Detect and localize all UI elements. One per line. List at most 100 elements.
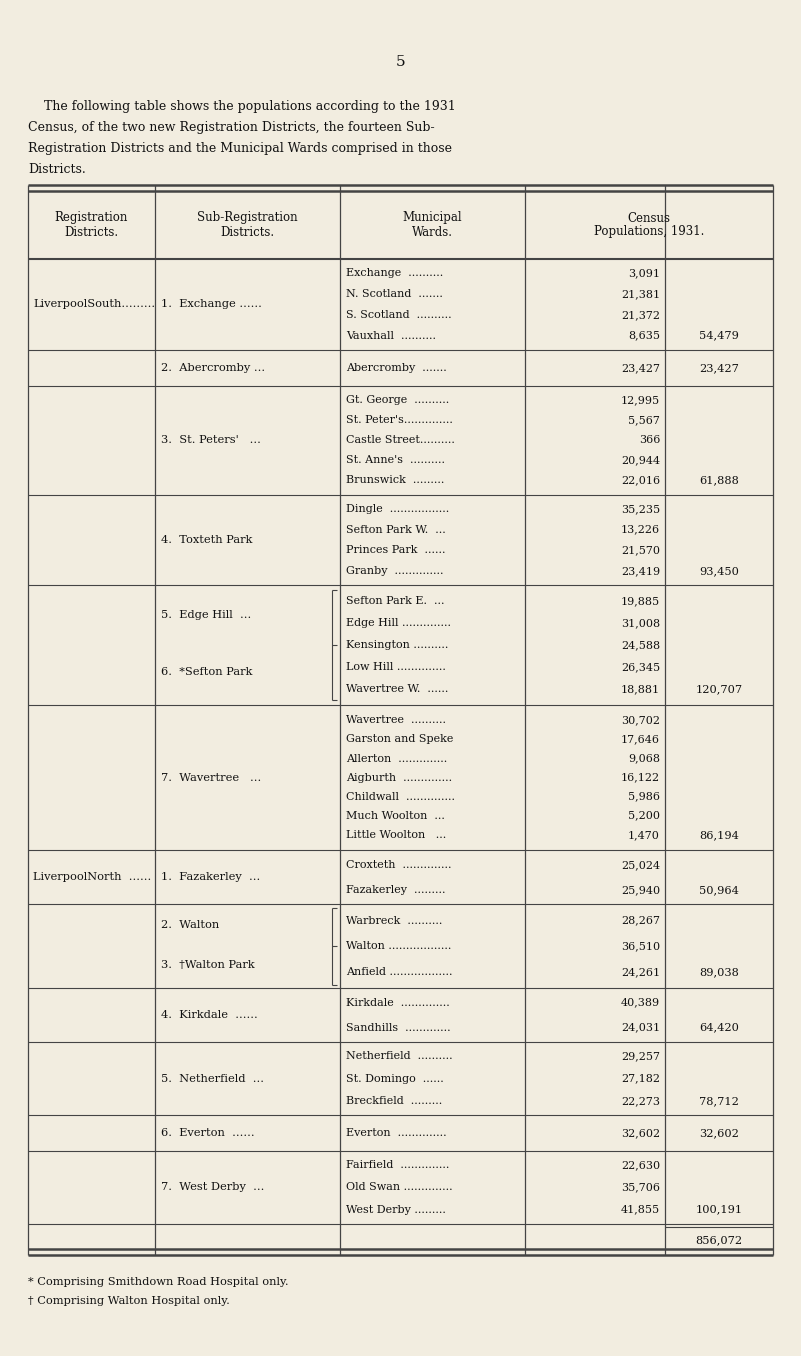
Text: 25,940: 25,940 <box>621 885 660 895</box>
Text: 22,016: 22,016 <box>621 476 660 485</box>
Text: 25,024: 25,024 <box>621 860 660 869</box>
Text: 35,706: 35,706 <box>621 1182 660 1192</box>
Text: Census, of the two new Registration Districts, the fourteen Sub-: Census, of the two new Registration Dist… <box>28 121 435 134</box>
Text: Low Hill ..............: Low Hill .............. <box>346 662 446 673</box>
Text: Castle Street..........: Castle Street.......... <box>346 435 455 445</box>
Text: 20,944: 20,944 <box>621 456 660 465</box>
Text: 5,200: 5,200 <box>628 811 660 820</box>
Text: 5,986: 5,986 <box>628 792 660 801</box>
Text: 27,182: 27,182 <box>621 1074 660 1083</box>
Text: 36,510: 36,510 <box>621 941 660 951</box>
Text: Garston and Speke: Garston and Speke <box>346 735 453 744</box>
Text: Fazakerley  .........: Fazakerley ......... <box>346 885 445 895</box>
Text: 2.  Walton: 2. Walton <box>161 921 219 930</box>
Text: * Comprising Smithdown Road Hospital only.: * Comprising Smithdown Road Hospital onl… <box>28 1277 288 1287</box>
Text: Registration Districts and the Municipal Wards comprised in those: Registration Districts and the Municipal… <box>28 142 452 155</box>
Text: 4.  Toxteth Park: 4. Toxteth Park <box>161 536 252 545</box>
Text: Croxteth  ..............: Croxteth .............. <box>346 860 452 869</box>
Text: Walton ..................: Walton .................. <box>346 941 452 951</box>
Text: The following table shows the populations according to the 1931: The following table shows the population… <box>28 100 456 113</box>
Text: 17,646: 17,646 <box>621 735 660 744</box>
Text: Sefton Park E.  ...: Sefton Park E. ... <box>346 597 445 606</box>
Text: Wavertree  ..........: Wavertree .......... <box>346 716 446 725</box>
Text: 24,031: 24,031 <box>621 1022 660 1033</box>
Text: 6.  *Sefton Park: 6. *Sefton Park <box>161 667 252 677</box>
Text: Fairfield  ..............: Fairfield .............. <box>346 1161 449 1170</box>
Text: 3.  †Walton Park: 3. †Walton Park <box>161 960 255 970</box>
Text: 19,885: 19,885 <box>621 597 660 606</box>
Text: 16,122: 16,122 <box>621 773 660 782</box>
Text: Populations, 1931.: Populations, 1931. <box>594 225 704 239</box>
Text: 4.  Kirkdale  ......: 4. Kirkdale ...... <box>161 1010 258 1020</box>
Text: Brunswick  .........: Brunswick ......... <box>346 476 445 485</box>
Text: 22,630: 22,630 <box>621 1161 660 1170</box>
Text: Wards.: Wards. <box>412 225 453 239</box>
Text: 40,389: 40,389 <box>621 998 660 1008</box>
Text: N. Scotland  .......: N. Scotland ....... <box>346 289 443 298</box>
Text: 29,257: 29,257 <box>621 1051 660 1062</box>
Text: 5.  Netherfield  ...: 5. Netherfield ... <box>161 1074 264 1083</box>
Text: 24,588: 24,588 <box>621 640 660 651</box>
Text: Exchange  ..........: Exchange .......... <box>346 268 443 278</box>
Text: 21,381: 21,381 <box>621 289 660 298</box>
Text: Wavertree W.  ......: Wavertree W. ...... <box>346 685 449 694</box>
Text: 64,420: 64,420 <box>699 1022 739 1033</box>
Text: Districts.: Districts. <box>28 163 86 176</box>
Text: 366: 366 <box>638 435 660 445</box>
Text: 86,194: 86,194 <box>699 830 739 839</box>
Text: Princes Park  ......: Princes Park ...... <box>346 545 445 556</box>
Text: St. Domingo  ......: St. Domingo ...... <box>346 1074 444 1083</box>
Text: 32,602: 32,602 <box>621 1128 660 1138</box>
Text: 21,570: 21,570 <box>621 545 660 556</box>
Text: Municipal: Municipal <box>403 212 462 225</box>
Text: Edge Hill ..............: Edge Hill .............. <box>346 618 451 628</box>
Text: 78,712: 78,712 <box>699 1096 739 1105</box>
Text: LiverpoolSouth.........: LiverpoolSouth......... <box>33 300 155 309</box>
Text: 23,419: 23,419 <box>621 567 660 576</box>
Text: 7.  West Derby  ...: 7. West Derby ... <box>161 1182 264 1192</box>
Text: 89,038: 89,038 <box>699 967 739 976</box>
Text: Old Swan ..............: Old Swan .............. <box>346 1182 453 1192</box>
Text: LiverpoolNorth  ......: LiverpoolNorth ...... <box>33 872 151 883</box>
Text: 1.  Fazakerley  ...: 1. Fazakerley ... <box>161 872 260 883</box>
Text: Netherfield  ..........: Netherfield .......... <box>346 1051 453 1062</box>
Text: Granby  ..............: Granby .............. <box>346 567 444 576</box>
Text: 23,427: 23,427 <box>699 363 739 373</box>
Text: 31,008: 31,008 <box>621 618 660 628</box>
Text: Much Woolton  ...: Much Woolton ... <box>346 811 445 820</box>
Text: Kensington ..........: Kensington .......... <box>346 640 449 651</box>
Text: 93,450: 93,450 <box>699 567 739 576</box>
Text: Sub-Registration: Sub-Registration <box>197 212 298 225</box>
Text: 23,427: 23,427 <box>621 363 660 373</box>
Text: 5,567: 5,567 <box>628 415 660 426</box>
Text: 2.  Abercromby ...: 2. Abercromby ... <box>161 363 265 373</box>
Text: Sandhills  .............: Sandhills ............. <box>346 1022 451 1033</box>
Text: 5: 5 <box>396 56 406 69</box>
Text: 35,235: 35,235 <box>621 504 660 514</box>
Text: 8,635: 8,635 <box>628 331 660 340</box>
Text: 3.  St. Peters'   ...: 3. St. Peters' ... <box>161 435 261 445</box>
Text: 28,267: 28,267 <box>621 915 660 926</box>
Text: 24,261: 24,261 <box>621 967 660 976</box>
Text: Abercromby  .......: Abercromby ....... <box>346 363 447 373</box>
Text: † Comprising Walton Hospital only.: † Comprising Walton Hospital only. <box>28 1296 230 1306</box>
Text: St. Anne's  ..........: St. Anne's .......... <box>346 456 445 465</box>
Text: 1.  Exchange ......: 1. Exchange ...... <box>161 300 262 309</box>
Text: Everton  ..............: Everton .............. <box>346 1128 447 1138</box>
Text: 50,964: 50,964 <box>699 885 739 895</box>
Text: 18,881: 18,881 <box>621 685 660 694</box>
Text: Registration: Registration <box>54 212 128 225</box>
Text: Districts.: Districts. <box>64 225 119 239</box>
Text: 120,707: 120,707 <box>695 685 743 694</box>
Text: 54,479: 54,479 <box>699 331 739 340</box>
Text: 3,091: 3,091 <box>628 268 660 278</box>
Text: 9,068: 9,068 <box>628 754 660 763</box>
Text: 61,888: 61,888 <box>699 476 739 485</box>
Text: 32,602: 32,602 <box>699 1128 739 1138</box>
Text: Dingle  .................: Dingle ................. <box>346 504 449 514</box>
Text: Childwall  ..............: Childwall .............. <box>346 792 455 801</box>
Text: St. Peter's..............: St. Peter's.............. <box>346 415 453 426</box>
Text: Aigburth  ..............: Aigburth .............. <box>346 773 452 782</box>
Text: 21,372: 21,372 <box>621 309 660 320</box>
Text: Breckfield  .........: Breckfield ......... <box>346 1096 442 1105</box>
